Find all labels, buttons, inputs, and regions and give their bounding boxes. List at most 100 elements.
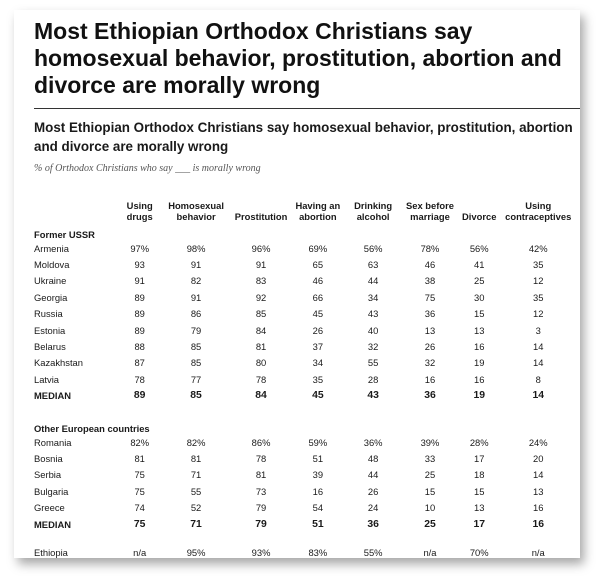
data-cell: 13 <box>424 324 436 336</box>
data-cell: 36 <box>424 308 436 320</box>
data-cell: 16 <box>424 373 436 385</box>
data-cell: 42% <box>528 242 548 254</box>
data-cell: 24% <box>528 436 548 448</box>
data-cell: 71 <box>190 518 202 530</box>
data-cell: 83 <box>255 275 267 287</box>
data-cell: 85 <box>190 357 202 369</box>
table-row: Estonia 89 79 84 26 40 13 13 3 <box>32 322 578 338</box>
column-header: Sex before marriage <box>406 200 454 222</box>
chart-subtitle: Most Ethiopian Orthodox Christians say h… <box>34 120 573 154</box>
median-row: MEDIAN 75 71 79 51 36 25 17 16 <box>32 516 578 532</box>
data-cell: 79 <box>255 502 267 514</box>
data-cell: 16 <box>532 518 544 530</box>
data-cell: 32 <box>367 341 379 353</box>
column-header: Divorce <box>462 211 497 222</box>
data-cell: 84 <box>255 324 267 336</box>
table-body: Former USSR Armenia 97% 98% 96% 69% 56% 78% 56% 4… <box>32 222 578 561</box>
data-cell: 14 <box>533 341 544 353</box>
data-cell: 71 <box>190 469 202 481</box>
data-cell: 85 <box>255 308 267 320</box>
data-cell: 37 <box>312 341 324 353</box>
column-header: Having an abortion <box>295 200 341 222</box>
row-label: Bosnia <box>34 452 63 464</box>
data-cell: 10 <box>424 502 436 514</box>
row-label: Russia <box>34 308 63 320</box>
data-cell: 79 <box>190 324 202 336</box>
table-row: Greece 74 52 79 54 24 10 13 16 <box>32 499 578 515</box>
table-row: Serbia 75 71 81 39 44 25 18 14 <box>32 467 578 483</box>
data-cell: 13 <box>474 502 485 514</box>
page-title: Most Ethiopian Orthodox Christians say h… <box>34 18 562 98</box>
data-cell: 26 <box>312 324 324 336</box>
column-header: Homosexual behavior <box>168 200 224 222</box>
data-cell: 91 <box>190 291 202 303</box>
data-cell: 75 <box>133 518 146 530</box>
data-cell: 26 <box>367 485 379 497</box>
data-cell: 16 <box>474 341 485 353</box>
row-label: Greece <box>34 502 65 514</box>
table-row: Moldova 93 91 91 65 63 46 41 35 <box>32 256 578 272</box>
data-cell: n/a <box>423 546 437 558</box>
data-cell: 17 <box>473 518 486 530</box>
row-label: Latvia <box>34 373 60 385</box>
data-cell: 40 <box>367 324 379 336</box>
data-cell: 66 <box>312 291 324 303</box>
table-header: Using drugs Homosexual behavior Prostituti… <box>32 186 578 222</box>
data-cell: 98% <box>186 242 206 254</box>
data-cell: 26 <box>424 341 436 353</box>
data-cell: 46 <box>424 259 436 271</box>
data-cell: 92 <box>255 291 267 303</box>
header-row: Using drugs Homosexual behavior Prostituti… <box>32 186 578 222</box>
row-label: Moldova <box>34 259 70 271</box>
chart-card: Most Ethiopian Orthodox Christians say h… <box>14 10 580 558</box>
data-cell: 16 <box>474 373 485 385</box>
data-cell: 15 <box>474 308 485 320</box>
table-row: Belarus 88 85 81 37 32 26 16 14 <box>32 338 578 354</box>
data-cell: 79 <box>255 518 267 530</box>
data-cell: 19 <box>474 357 485 369</box>
data-cell: 55 <box>367 357 379 369</box>
data-cell: 77 <box>190 373 202 385</box>
table-row: Russia 89 86 85 45 43 36 15 12 <box>32 306 578 322</box>
data-cell: 3 <box>535 324 541 336</box>
data-cell: 43 <box>367 390 379 402</box>
data-cell: 35 <box>312 373 324 385</box>
data-cell: 34 <box>367 291 379 303</box>
data-cell: 46 <box>312 275 324 287</box>
data-cell: 35 <box>533 259 544 271</box>
data-cell: 13 <box>533 485 544 497</box>
data-cell: 25 <box>424 469 436 481</box>
data-cell: 36 <box>367 518 379 530</box>
data-cell: 91 <box>134 275 145 287</box>
data-cell: 51 <box>312 518 324 530</box>
column-header: Drinking alcohol <box>354 200 393 222</box>
row-label: Bulgaria <box>34 485 69 497</box>
section-header: Other European countries <box>34 422 150 434</box>
spacer-row <box>32 532 578 544</box>
data-cell: 20 <box>533 452 544 464</box>
data-cell: 55% <box>363 546 383 558</box>
table-row: Georgia 89 91 92 66 34 75 30 35 <box>32 289 578 305</box>
data-cell: 75 <box>134 485 145 497</box>
data-cell: 89 <box>134 291 145 303</box>
data-cell: 91 <box>190 259 202 271</box>
data-cell: 45 <box>312 390 324 402</box>
data-cell: 30 <box>474 291 485 303</box>
data-cell: 78% <box>420 242 440 254</box>
data-cell: 54 <box>312 502 324 514</box>
data-cell: 16 <box>533 502 544 514</box>
data-cell: 82 <box>190 275 202 287</box>
section-header-row: Former USSR <box>32 222 578 240</box>
data-cell: 56% <box>469 242 489 254</box>
data-cell: 82% <box>130 436 150 448</box>
row-label: MEDIAN <box>34 518 71 530</box>
data-cell: 78 <box>134 373 145 385</box>
data-cell: 14 <box>533 357 544 369</box>
data-cell: 85 <box>190 390 202 402</box>
data-cell: 84 <box>255 390 267 402</box>
data-cell: 41 <box>474 259 485 271</box>
table-row: Romania 82% 82% 86% 59% 36% 39% 28% 24% <box>32 434 578 450</box>
data-cell: 87 <box>134 357 145 369</box>
data-cell: 89 <box>134 308 145 320</box>
data-cell: 82% <box>186 436 206 448</box>
